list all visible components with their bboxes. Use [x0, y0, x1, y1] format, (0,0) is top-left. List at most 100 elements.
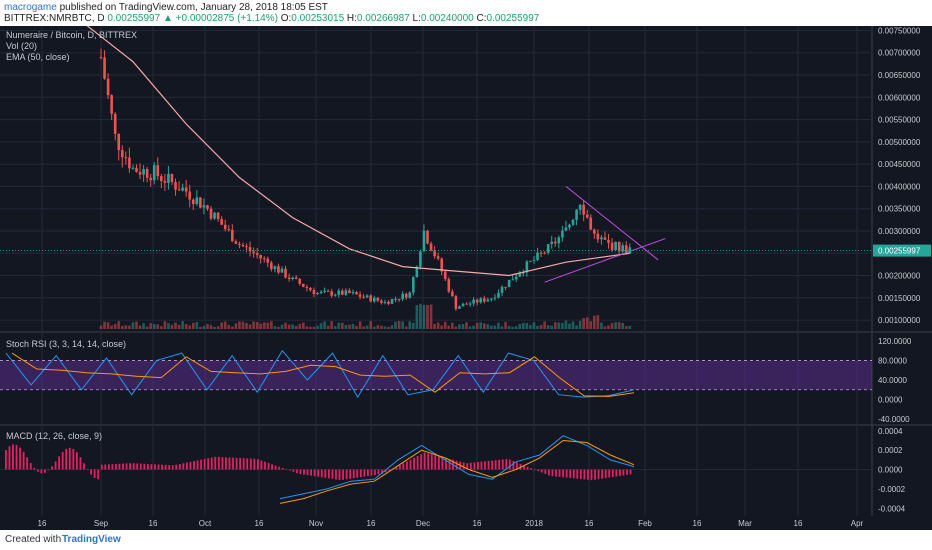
candle-body — [301, 283, 305, 287]
macd-histogram-bar — [288, 469, 291, 471]
volume-bar — [177, 324, 181, 329]
volume-bar — [231, 326, 234, 329]
volume-bar — [412, 322, 415, 329]
stoch-rsi-label[interactable]: Stoch RSI (3, 3, 14, 14, close) — [6, 339, 127, 349]
macd-histogram-bar — [622, 469, 625, 476]
ema-line — [86, 26, 630, 277]
candle-body — [369, 295, 373, 302]
candle-body — [365, 295, 369, 298]
candle-body — [571, 219, 575, 225]
candle-body — [160, 176, 163, 181]
low-value: 0.00240000 — [420, 13, 474, 24]
candle-body — [404, 293, 408, 298]
last-price-tag-text: 0.00255997 — [878, 247, 921, 256]
macd-histogram-bar — [221, 457, 224, 470]
macd-histogram-bar — [367, 469, 369, 477]
macd-histogram-bar — [626, 469, 628, 475]
candle-body — [561, 230, 564, 238]
volume-bar — [561, 323, 564, 329]
candle-body — [603, 237, 607, 240]
volume-bar — [458, 324, 461, 329]
macd-histogram-bar — [296, 469, 298, 474]
macd-label[interactable]: MACD (12, 26, close, 9) — [6, 431, 103, 441]
macd-histogram-bar — [168, 465, 171, 470]
macd-histogram-bar — [157, 464, 160, 470]
chart-canvas[interactable]: 16 Sep 16 Oct 16 Nov 16 Dec 16 2018 16 Feb 16 Mar 16 Ap… — [0, 26, 932, 530]
macd-histogram-bar — [239, 458, 242, 470]
candle-body — [145, 169, 149, 178]
volume-bar — [376, 325, 380, 329]
stoch-d-line — [11, 352, 635, 397]
volume-bar — [294, 326, 298, 329]
candle-body — [312, 290, 316, 294]
volume-bar — [429, 304, 433, 329]
candle-body — [241, 244, 245, 247]
macd-histogram-bar — [86, 469, 89, 471]
candle-body — [536, 252, 539, 260]
macd-histogram-bar — [161, 464, 163, 470]
macd-histogram-bar — [327, 469, 330, 479]
macd-histogram-bar — [629, 469, 632, 475]
candle-body — [110, 95, 113, 114]
y-tick-label: 0.00200000 — [878, 272, 921, 281]
stoch-y-tick-label: 0.0000 — [878, 396, 903, 405]
volume-bar — [585, 317, 589, 329]
candle-body — [181, 187, 184, 191]
candle-body — [568, 224, 571, 228]
macd-histogram-bar — [537, 469, 540, 472]
candle-body — [103, 57, 106, 79]
candle-body — [628, 247, 632, 254]
volume-bar — [454, 326, 458, 329]
macd-histogram-bar — [374, 469, 376, 475]
candle-body — [255, 253, 259, 256]
candle-body — [170, 173, 174, 183]
volume-indicator-label[interactable]: Vol (20) — [6, 41, 38, 51]
stoch-k-line — [5, 349, 635, 399]
publisher-link[interactable]: macrogame — [4, 2, 57, 13]
volume-bar — [504, 321, 507, 329]
macd-histogram-bar — [462, 462, 465, 470]
candle-body — [465, 303, 468, 305]
volume-bar — [568, 323, 571, 329]
volume-bar — [291, 324, 294, 329]
macd-histogram-bar — [473, 462, 476, 470]
volume-bar — [443, 321, 447, 329]
volume-bar — [316, 325, 319, 329]
macd-histogram-bar — [8, 446, 11, 470]
volume-bar — [280, 324, 284, 329]
candle-body — [202, 205, 206, 208]
ema-indicator-label[interactable]: EMA (50, close) — [6, 52, 70, 62]
macd-histogram-bar — [154, 464, 156, 470]
volume-bar — [436, 322, 440, 329]
candle-body — [539, 252, 543, 254]
macd-histogram-bar — [530, 468, 533, 470]
volume-bar — [301, 322, 305, 329]
macd-histogram-bar — [143, 463, 146, 470]
macd-histogram-bar — [178, 463, 181, 470]
macd-histogram-bar — [594, 469, 596, 480]
macd-histogram-bar — [47, 469, 50, 471]
macd-histogram-bar — [253, 458, 256, 470]
volume-bar — [319, 323, 323, 329]
chart-area[interactable]: 16 Sep 16 Oct 16 Nov 16 Dec 16 2018 16 Feb 16 Mar 16 Ap… — [0, 26, 932, 530]
high-label: H: — [346, 13, 357, 24]
candle-body — [344, 290, 348, 295]
macd-histogram-bar — [193, 461, 195, 470]
upper-trendline — [565, 186, 659, 261]
candle-body — [600, 237, 603, 240]
macd-histogram-bar — [555, 469, 557, 477]
candle-body — [231, 229, 234, 242]
macd-histogram-bar — [565, 469, 568, 478]
volume-bar — [582, 318, 585, 329]
macd-histogram-bar — [420, 454, 423, 470]
volume-bar — [553, 322, 557, 329]
x-tick-label: 16 — [38, 519, 47, 528]
macd-y-tick-label: 0.0002 — [878, 446, 903, 455]
volume-bar — [440, 325, 444, 329]
macd-histogram-bar — [225, 457, 227, 470]
volume-bar — [461, 324, 465, 329]
candle-body — [461, 303, 465, 307]
tradingview-logo[interactable]: TradingView — [62, 534, 121, 545]
volume-bar — [390, 325, 394, 329]
candle-body — [458, 306, 461, 309]
